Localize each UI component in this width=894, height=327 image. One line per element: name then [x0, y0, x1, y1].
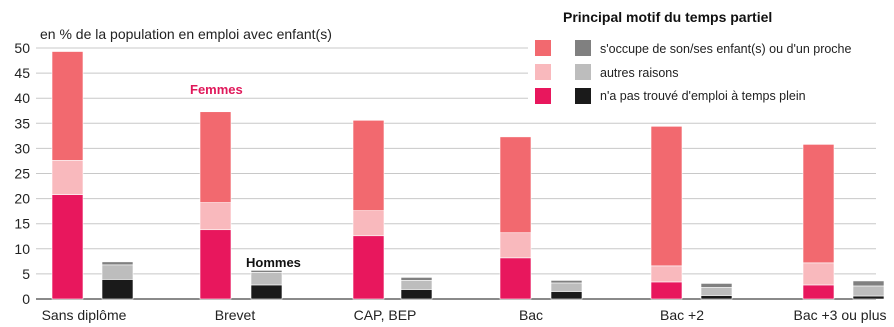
y-tick-label: 15: [14, 216, 30, 232]
x-tick-label: Sans diplôme: [42, 307, 127, 323]
bar-femmes-4-2: [650, 126, 683, 267]
bar-hommes-3-1: [550, 282, 583, 292]
bar-femmes-0-2: [51, 51, 84, 161]
x-tick-label: Bac +3 ou plus: [793, 307, 886, 323]
y-tick-label: 50: [14, 40, 30, 56]
y-tick-label: 25: [14, 166, 30, 182]
x-tick-label: Bac +2: [660, 307, 704, 323]
bar-femmes-2-0: [352, 235, 385, 300]
legend-swatch-femmes-emploi: [535, 88, 551, 104]
y-tick-label: 5: [22, 266, 30, 282]
bar-femmes-2-2: [352, 119, 385, 211]
y-tick-label: 10: [14, 241, 30, 257]
bar-femmes-1-0: [199, 229, 232, 300]
bars: [51, 51, 885, 300]
legend-swatch-femmes-autres: [535, 64, 551, 80]
bar-hommes-3-2: [550, 280, 583, 284]
y-axis-ticks: 0 5 10 15 20 25 30 35 40 45 50: [14, 40, 30, 307]
legend-label-autres: autres raisons: [600, 66, 679, 80]
bar-hommes-0-1: [101, 264, 134, 280]
bar-femmes-0-0: [51, 194, 84, 300]
bar-hommes-0-0: [101, 279, 134, 300]
bar-femmes-4-0: [650, 281, 683, 300]
legend-label-enfants: s'occupe de son/ses enfant(s) ou d'un pr…: [600, 42, 852, 56]
y-tick-label: 30: [14, 140, 30, 156]
bar-hommes-5-0: [852, 295, 885, 300]
bar-femmes-4-1: [650, 265, 683, 283]
legend: Principal motif du temps partiel s'occup…: [528, 2, 890, 106]
bar-femmes-5-2: [802, 144, 835, 264]
x-tick-label: CAP, BEP: [354, 307, 417, 323]
annotation-femmes: Femmes: [190, 82, 243, 97]
bar-hommes-1-0: [250, 284, 283, 300]
bar-hommes-2-0: [400, 289, 433, 300]
bar-hommes-4-2: [700, 283, 733, 288]
bar-femmes-3-0: [499, 257, 532, 300]
legend-swatch-hommes-autres: [575, 64, 591, 80]
y-tick-label: 40: [14, 90, 30, 106]
annotation-hommes: Hommes: [246, 255, 301, 270]
bar-hommes-5-2: [852, 280, 885, 287]
x-tick-label: Bac: [519, 307, 543, 323]
legend-swatch-femmes-enfants: [535, 40, 551, 56]
bar-hommes-1-1: [250, 272, 283, 286]
bar-femmes-3-1: [499, 232, 532, 259]
x-tick-label: Brevet: [215, 307, 256, 323]
legend-label-emploi: n'a pas trouvé d'emploi à temps plein: [600, 89, 806, 103]
bar-femmes-5-1: [802, 262, 835, 286]
bar-femmes-5-0: [802, 284, 835, 300]
y-tick-label: 0: [22, 291, 30, 307]
legend-swatch-hommes-enfants: [575, 40, 591, 56]
bar-hommes-4-1: [700, 287, 733, 296]
y-tick-label: 45: [14, 65, 30, 81]
bar-femmes-0-1: [51, 160, 84, 195]
bar-hommes-2-2: [400, 277, 433, 281]
bar-femmes-2-1: [352, 210, 385, 237]
bar-hommes-1-2: [250, 270, 283, 273]
legend-title: Principal motif du temps partiel: [563, 9, 772, 25]
y-tick-label: 35: [14, 115, 30, 131]
bar-hommes-2-1: [400, 280, 433, 290]
bar-hommes-5-1: [852, 285, 885, 297]
legend-swatch-hommes-emploi: [575, 88, 591, 104]
bar-hommes-0-2: [101, 261, 134, 266]
bar-femmes-1-2: [199, 111, 232, 203]
bar-femmes-1-1: [199, 202, 232, 231]
y-tick-label: 20: [14, 191, 30, 207]
x-axis-labels: Sans diplôme Brevet CAP, BEP Bac Bac +2 Bac +…: [42, 307, 887, 323]
bar-femmes-3-2: [499, 136, 532, 234]
bar-hommes-3-0: [550, 291, 583, 300]
unit-label: en % de la population en emploi avec enf…: [40, 26, 332, 42]
bar-hommes-4-0: [700, 295, 733, 300]
